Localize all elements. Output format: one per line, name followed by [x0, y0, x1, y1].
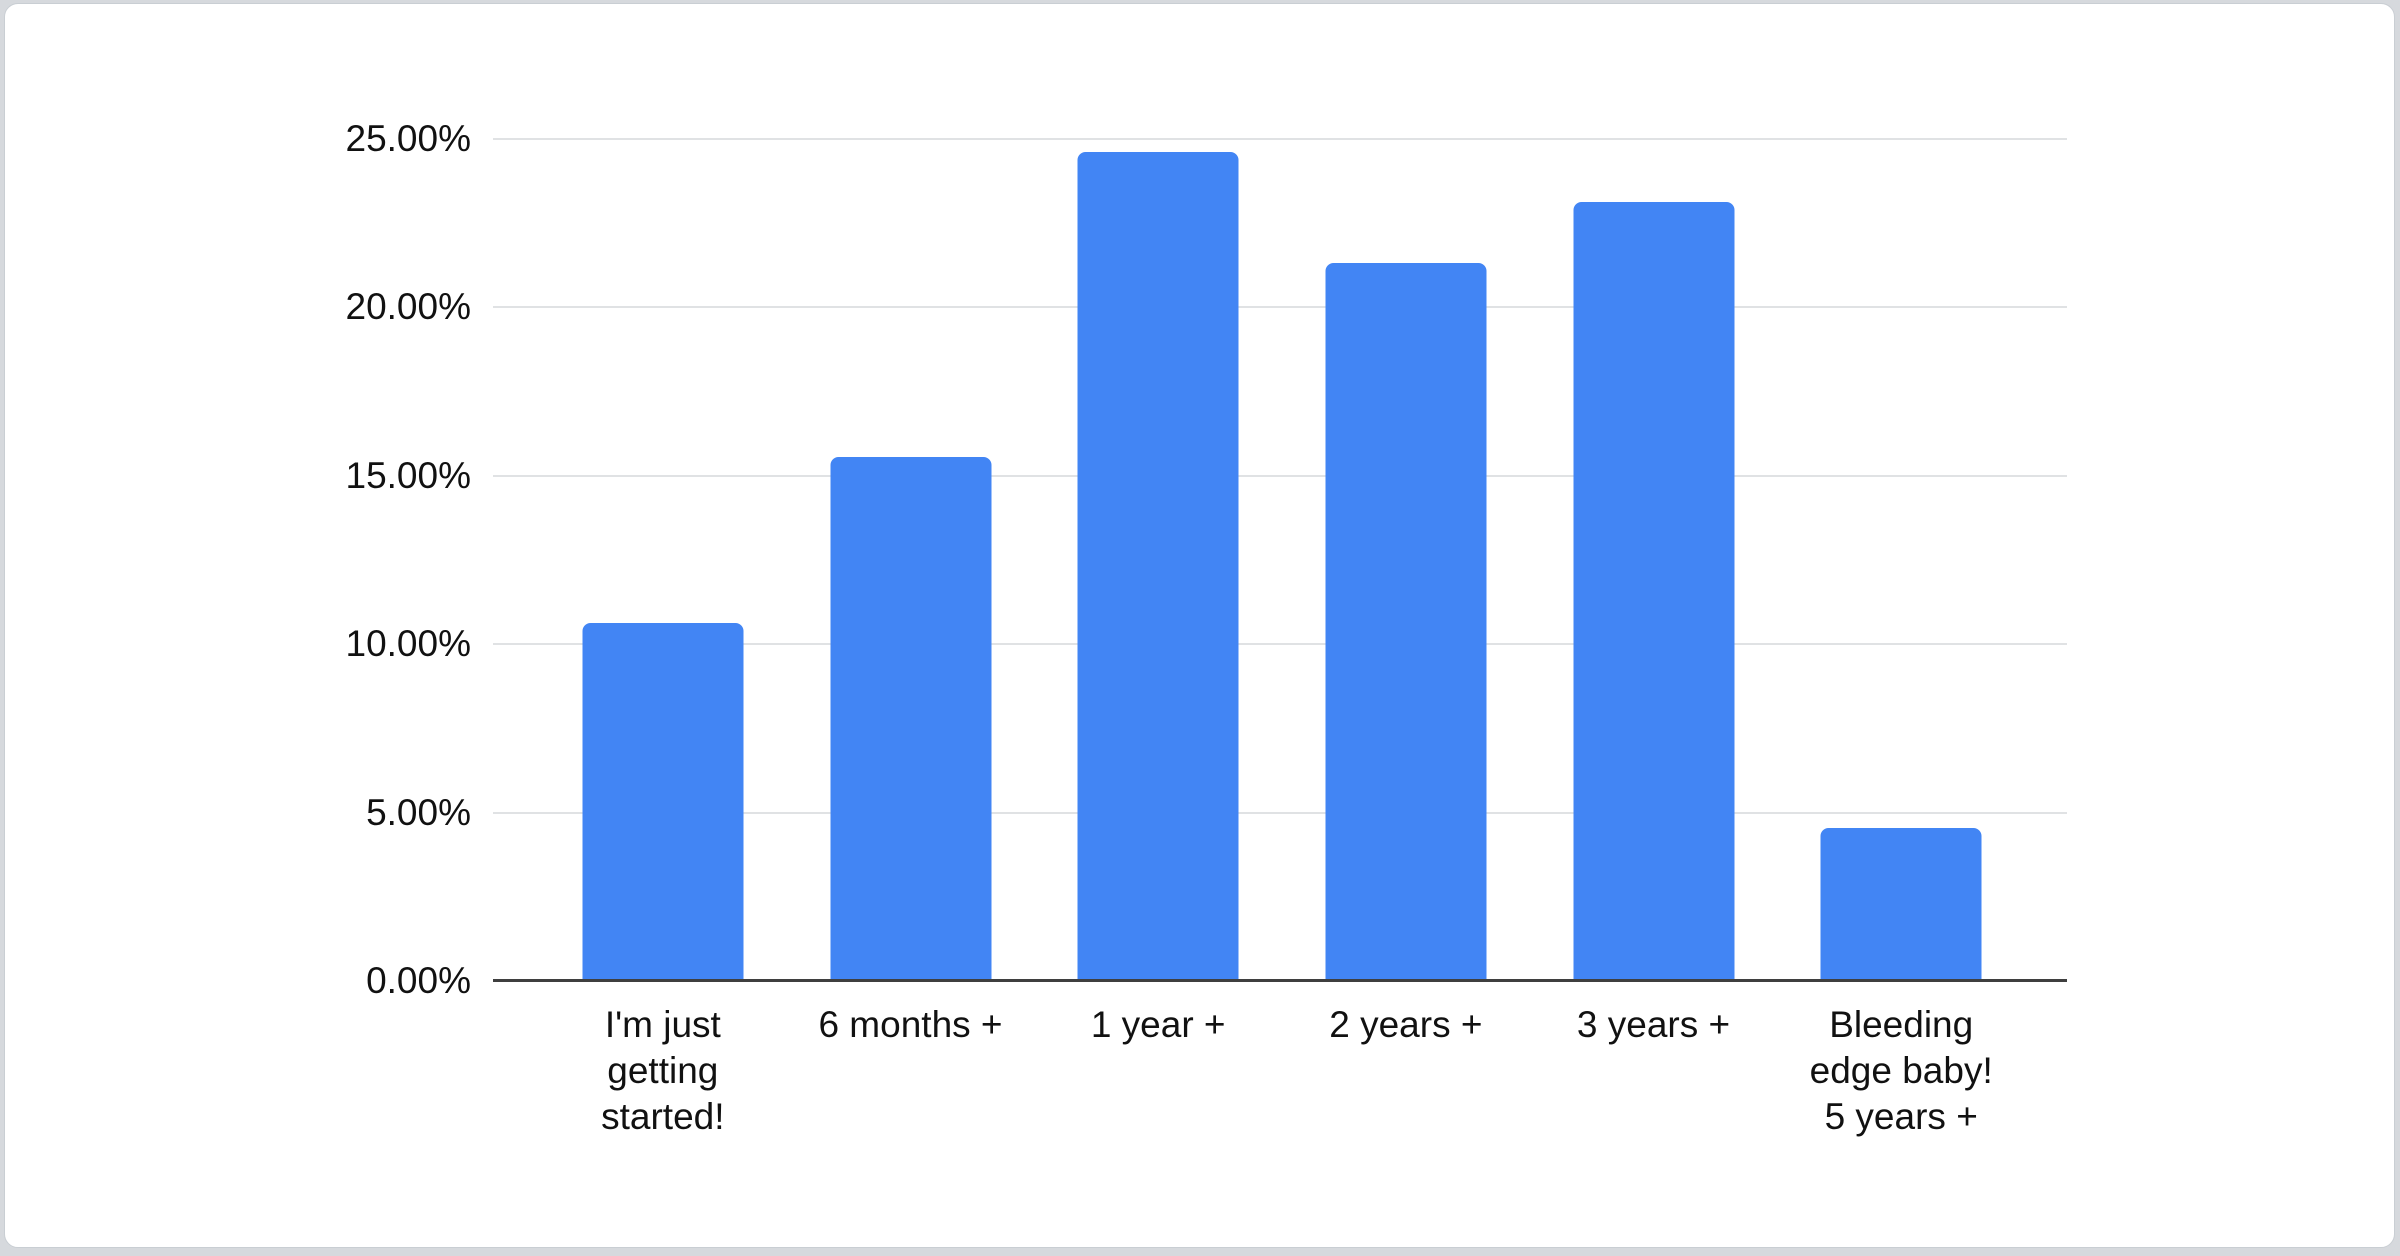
gridline-20 — [493, 306, 2067, 309]
y-tick-label-20: 20.00% — [345, 286, 472, 328]
bar-3-years[interactable] — [1573, 201, 1735, 981]
bar-chart-plot: I'm just getting started! 6 months + 1 yea… — [346, 118, 2067, 1137]
chart-card: I'm just getting started! 6 months + 1 yea… — [4, 3, 2395, 1248]
y-tick-label-15: 15.00% — [345, 454, 472, 496]
bar-slot-2-years — [1282, 139, 1530, 981]
x-tick-label-6-months: 6 months + — [818, 1004, 1003, 1045]
x-tick-label-2-years: 2 years + — [1329, 1004, 1483, 1045]
bars-area — [539, 139, 2025, 981]
bar-2-years[interactable] — [1325, 262, 1487, 981]
bar-slot-3-years — [1530, 139, 1778, 981]
y-tick-label-25: 25.00% — [345, 118, 472, 159]
gridline-25 — [493, 138, 2067, 140]
x-axis-labels: I'm just getting started! 6 months + 1 yea… — [539, 1002, 2025, 1140]
x-tick-label-1-year: 1 year + — [1090, 1004, 1226, 1045]
y-tick-label-5: 5.00% — [366, 791, 471, 833]
x-tick-label-i-m-just-getting-started: I'm just getting started! — [601, 1004, 725, 1137]
bar-bleeding-edge-baby-5-years[interactable] — [1820, 828, 1982, 981]
bar-slot-1-year — [1034, 139, 1282, 981]
gridline-5 — [493, 811, 2067, 814]
bar-slot-bleeding-edge-baby-5-years — [1777, 139, 2025, 981]
bar-slot-i-m-just-getting-started — [539, 139, 787, 981]
bar-6-months[interactable] — [830, 456, 991, 981]
y-tick-label-0: 0.00% — [366, 960, 471, 1001]
gridline-15 — [493, 474, 2067, 477]
x-tick-label-bleeding-edge-baby-5-years: Bleeding edge baby! 5 years + — [1809, 1004, 1993, 1137]
x-tick-label-3-years: 3 years + — [1576, 1004, 1731, 1045]
bar-i-m-just-getting-started[interactable] — [582, 622, 744, 981]
gridline-10 — [493, 643, 2067, 646]
bar-slot-6-months — [787, 139, 1035, 981]
x-axis-line — [493, 979, 2067, 982]
bar-1-year[interactable] — [1077, 151, 1239, 981]
y-tick-label-10: 10.00% — [345, 623, 472, 665]
